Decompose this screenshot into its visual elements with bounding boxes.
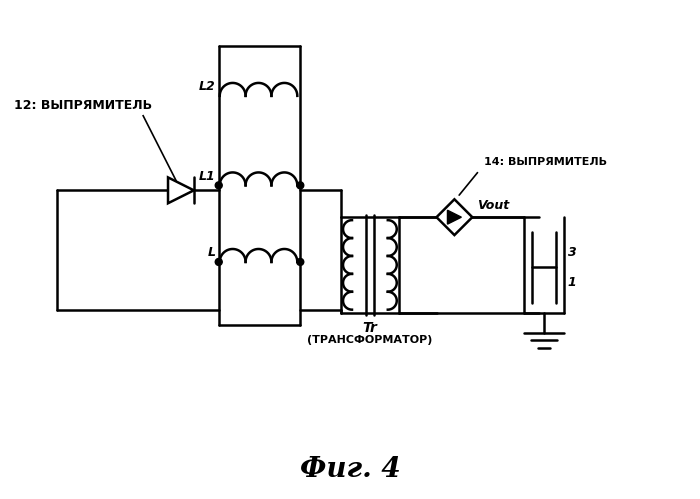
Text: 1: 1 (568, 276, 577, 289)
Text: Vout: Vout (477, 199, 510, 212)
Circle shape (297, 258, 304, 265)
Text: Tr: Tr (363, 320, 377, 335)
Text: L2: L2 (199, 80, 216, 93)
Text: L1: L1 (199, 170, 216, 183)
Circle shape (297, 182, 304, 189)
Text: (ТРАНСФОРМАТОР): (ТРАНСФОРМАТОР) (307, 334, 433, 344)
Polygon shape (168, 178, 194, 203)
Circle shape (216, 182, 222, 189)
Text: 14: ВЫПРЯМИТЕЛЬ: 14: ВЫПРЯМИТЕЛЬ (484, 158, 607, 168)
Text: Фиг. 4: Фиг. 4 (300, 456, 400, 483)
Circle shape (216, 258, 222, 265)
Polygon shape (437, 199, 473, 235)
Text: L: L (208, 247, 216, 259)
Text: 3: 3 (568, 246, 577, 259)
Polygon shape (447, 210, 461, 224)
Text: 12: ВЫПРЯМИТЕЛЬ: 12: ВЫПРЯМИТЕЛЬ (14, 99, 152, 112)
